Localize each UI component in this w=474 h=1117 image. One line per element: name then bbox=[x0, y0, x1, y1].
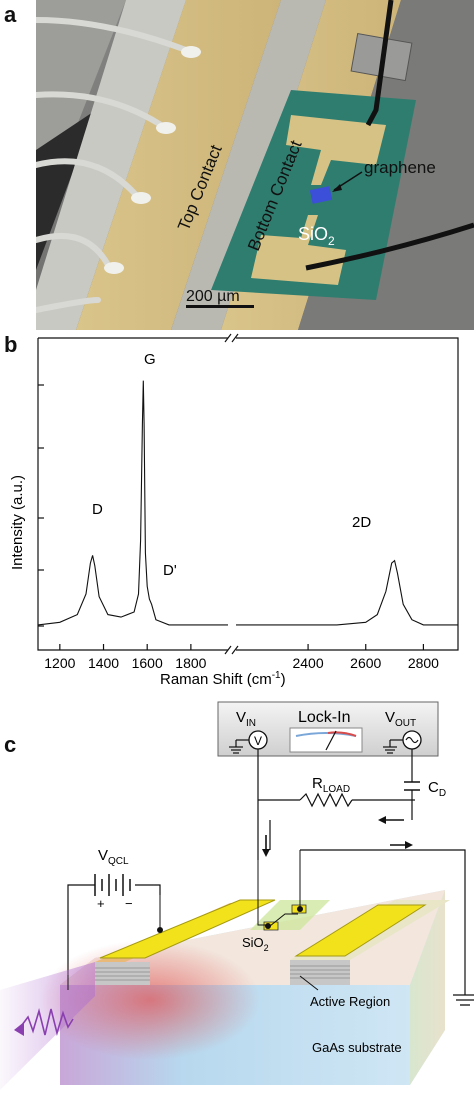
battery-icon bbox=[94, 874, 131, 896]
active-region-pointer bbox=[299, 975, 319, 991]
probe-needle-top bbox=[365, 0, 394, 127]
resistor-icon bbox=[299, 792, 353, 808]
ground-icon-right bbox=[383, 739, 403, 754]
raman-spectrum-line bbox=[37, 380, 458, 626]
device-schematic-panel: VIN Lock-In VOUT V bbox=[0, 700, 474, 1112]
meter-scale-arc-red bbox=[327, 731, 357, 737]
sine-icon bbox=[405, 736, 419, 744]
upper-electrode bbox=[286, 115, 386, 185]
panel-a-letter: a bbox=[4, 2, 17, 27]
substrate-label: GaAs substrate bbox=[312, 1040, 402, 1055]
sio2-device-label: SiO2 bbox=[242, 935, 269, 953]
peak-label-2d: 2D bbox=[352, 514, 371, 531]
scale-bar-label: 200 µm bbox=[186, 288, 240, 305]
sio2-label: SiO2 bbox=[298, 224, 335, 248]
x-axis-label: Raman Shift (cm-1) bbox=[160, 670, 286, 688]
v-in-source-letter: V bbox=[254, 734, 262, 748]
peak-label-g: G bbox=[144, 351, 156, 368]
left-ridge-front bbox=[95, 962, 150, 985]
y-axis-label: Intensity (a.u.) bbox=[9, 475, 26, 570]
left-axis-frame bbox=[37, 338, 228, 651]
top-contact-strip bbox=[76, 0, 281, 330]
r-load-label: RLOAD bbox=[312, 775, 350, 795]
light-strip bbox=[36, 0, 186, 330]
active-region-label: Active Region bbox=[310, 994, 390, 1009]
x-tick-label: 1800 bbox=[175, 655, 206, 671]
battery-minus: − bbox=[125, 896, 133, 911]
right-axis-frame bbox=[236, 337, 459, 651]
scale-bar bbox=[186, 305, 254, 308]
x-tick-label: 1600 bbox=[132, 655, 163, 671]
ground-icon-bottom bbox=[453, 994, 474, 1006]
graphene-flake bbox=[309, 186, 333, 204]
y-ticks bbox=[38, 384, 44, 627]
probe-leads bbox=[67, 850, 301, 990]
arrow-head-1 bbox=[378, 816, 386, 824]
raman-chart: 1200 1400 1600 1800 2400 2600 2800 D G D' 2D I… bbox=[9, 333, 459, 688]
left-gold-contact bbox=[99, 899, 276, 959]
peak-label-d: D bbox=[92, 501, 103, 518]
x-tick-label: 2600 bbox=[350, 655, 381, 671]
device-schematic: VIN Lock-In VOUT V bbox=[0, 701, 474, 1090]
x-tick-label: 1200 bbox=[44, 655, 75, 671]
thz-wave-icon bbox=[21, 1007, 74, 1037]
v-out-label: VOUT bbox=[385, 709, 416, 729]
lower-electrode bbox=[251, 215, 346, 285]
left-ridge-layers bbox=[95, 967, 150, 981]
x-tick-label: 1400 bbox=[88, 655, 119, 671]
sem-micrograph: Top Contact Bottom Contact graphene SiO2… bbox=[33, 0, 474, 330]
wire-bond-feet bbox=[104, 46, 201, 274]
gap-strip bbox=[171, 0, 326, 330]
raman-chart-panel: 1200 1400 1600 1800 2400 2600 2800 D G D' 2D I… bbox=[0, 330, 474, 700]
x-tick-label: 2800 bbox=[408, 655, 439, 671]
contact-dot-2 bbox=[297, 906, 303, 912]
lockin-label: Lock-In bbox=[298, 709, 350, 726]
wire-bonds bbox=[33, 17, 189, 313]
v-qcl-label: VQCL bbox=[98, 847, 129, 867]
wave-arrow bbox=[14, 1022, 24, 1036]
circuit-wires bbox=[67, 749, 466, 995]
panel-b-letter: b bbox=[4, 332, 18, 357]
meter-needle bbox=[325, 730, 337, 751]
battery-plus: + bbox=[97, 896, 105, 911]
c-d-label: CD bbox=[428, 779, 446, 799]
right-gold-contact bbox=[294, 904, 427, 957]
v-in-label: VIN bbox=[236, 709, 256, 729]
right-ridge-layers bbox=[290, 965, 350, 979]
ground-icon-left bbox=[229, 739, 249, 754]
right-ridge-front bbox=[290, 960, 350, 985]
axis-break-marks bbox=[224, 333, 239, 655]
contact-dot-1 bbox=[157, 927, 163, 933]
panel-c-letter: c bbox=[4, 732, 17, 757]
meter-display bbox=[289, 727, 363, 753]
x-tick-label: 2400 bbox=[292, 655, 323, 671]
peak-label-dprime: D' bbox=[163, 562, 177, 579]
contact-dot-3 bbox=[265, 923, 271, 929]
substrate-side bbox=[410, 890, 445, 1085]
device-channel bbox=[269, 913, 298, 927]
current-arrows bbox=[265, 819, 408, 852]
arrow-head-3 bbox=[405, 841, 413, 849]
capacitor-icon bbox=[404, 781, 420, 791]
sem-micrograph-panel: Top Contact Bottom Contact graphene SiO2… bbox=[33, 0, 474, 330]
probe-needle-bottom bbox=[305, 222, 474, 271]
arrow-head-2 bbox=[262, 849, 270, 857]
graphene-label: graphene bbox=[364, 158, 436, 177]
graphene-arrowhead bbox=[332, 184, 342, 192]
